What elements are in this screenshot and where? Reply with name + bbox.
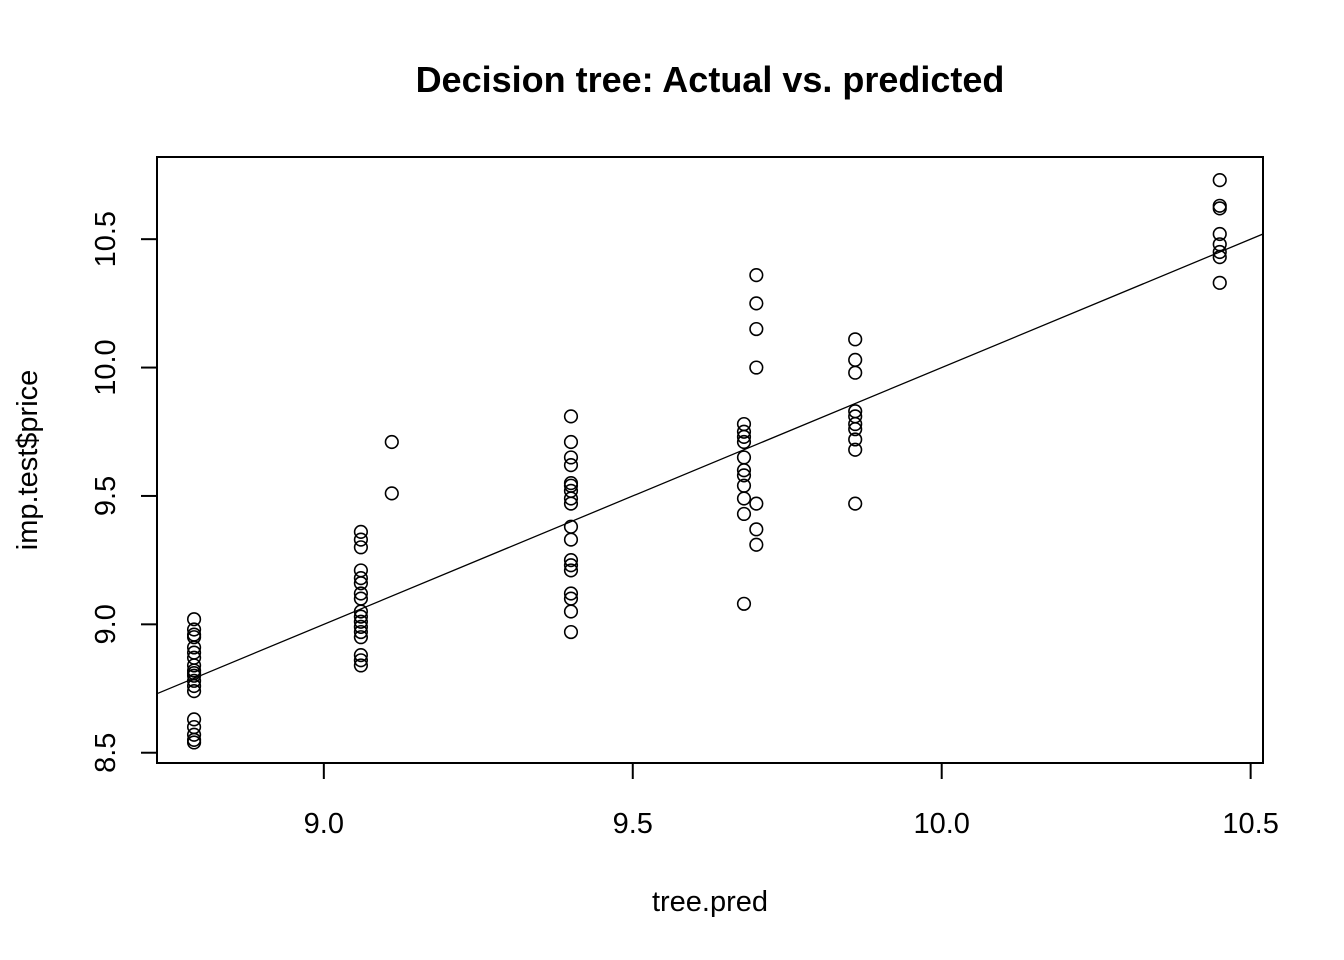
x-axis-label: tree.pred xyxy=(652,886,768,918)
data-point xyxy=(186,684,202,699)
data-point xyxy=(749,321,764,337)
data-point xyxy=(563,491,579,506)
y-axis: 8.5 9.0 9.5 10.0 10.5 xyxy=(90,211,158,773)
data-point xyxy=(353,630,368,645)
data-point xyxy=(1212,226,1227,242)
data-point xyxy=(353,609,368,624)
data-point xyxy=(848,422,863,437)
data-point xyxy=(563,450,579,465)
data-point xyxy=(353,653,368,668)
data-point xyxy=(353,619,368,635)
data-point xyxy=(186,658,202,673)
data-point xyxy=(186,612,202,627)
data-point xyxy=(749,522,764,537)
data-point xyxy=(353,571,368,586)
reference-line-layer xyxy=(156,233,1264,695)
data-point xyxy=(1212,173,1227,188)
data-point xyxy=(749,268,764,283)
data-point xyxy=(563,532,579,547)
data-point xyxy=(749,360,764,375)
identity-reference-line xyxy=(156,233,1264,695)
data-point xyxy=(736,463,752,478)
data-point xyxy=(353,624,368,640)
data-point xyxy=(848,365,863,380)
data-point xyxy=(736,468,752,483)
data-point xyxy=(353,658,368,673)
data-point xyxy=(736,596,752,611)
data-point xyxy=(186,727,202,742)
data-point xyxy=(1212,201,1227,216)
x-axis: 9.0 9.5 10.0 10.5 xyxy=(304,762,1279,840)
data-point xyxy=(563,553,579,568)
data-point xyxy=(1212,275,1227,290)
points-layer xyxy=(186,173,1227,750)
data-point xyxy=(186,735,202,750)
data-point xyxy=(563,409,579,424)
y-tick-label: 10.5 xyxy=(90,211,122,267)
data-point xyxy=(186,668,202,683)
data-point xyxy=(749,496,764,511)
data-point xyxy=(353,648,368,663)
data-point xyxy=(563,458,579,473)
data-point xyxy=(563,558,579,573)
data-point xyxy=(848,496,863,511)
data-point xyxy=(353,604,368,619)
data-point xyxy=(736,491,752,506)
y-tick-label: 10.0 xyxy=(90,339,122,395)
data-point xyxy=(848,332,863,347)
data-point xyxy=(186,678,202,694)
data-point xyxy=(563,624,579,640)
data-point xyxy=(563,563,579,578)
data-point xyxy=(186,630,202,645)
data-point xyxy=(848,442,863,457)
data-point xyxy=(353,540,368,555)
data-point xyxy=(848,432,863,447)
x-tick-label: 10.5 xyxy=(1222,808,1278,840)
data-point xyxy=(749,537,764,552)
data-point xyxy=(563,604,579,619)
data-point xyxy=(353,532,368,547)
data-point xyxy=(1212,250,1227,265)
data-point xyxy=(563,586,579,601)
x-tick-label: 9.0 xyxy=(304,808,344,840)
data-point xyxy=(736,506,752,522)
x-tick-label: 10.0 xyxy=(913,808,969,840)
y-tick-label: 9.0 xyxy=(90,604,122,644)
data-point xyxy=(186,640,202,655)
data-point xyxy=(384,486,399,501)
data-point xyxy=(736,429,752,444)
data-point xyxy=(736,434,752,450)
y-tick-label: 9.5 xyxy=(90,476,122,516)
data-point xyxy=(749,296,764,311)
data-point xyxy=(563,496,579,511)
data-point xyxy=(186,712,202,727)
data-point xyxy=(353,614,368,629)
data-point xyxy=(353,576,368,591)
chart-title: Decision tree: Actual vs. predicted xyxy=(416,59,1005,100)
data-point xyxy=(353,586,368,601)
data-point xyxy=(186,673,202,688)
data-point xyxy=(736,424,752,439)
data-point xyxy=(848,416,863,432)
x-tick-label: 9.5 xyxy=(613,808,653,840)
y-axis-label: imp.test$price xyxy=(12,370,44,551)
data-point xyxy=(1212,244,1227,260)
data-point xyxy=(353,524,368,539)
y-tick-label: 8.5 xyxy=(90,733,122,773)
data-point xyxy=(563,434,579,450)
data-point xyxy=(186,622,202,637)
data-point xyxy=(384,434,399,450)
